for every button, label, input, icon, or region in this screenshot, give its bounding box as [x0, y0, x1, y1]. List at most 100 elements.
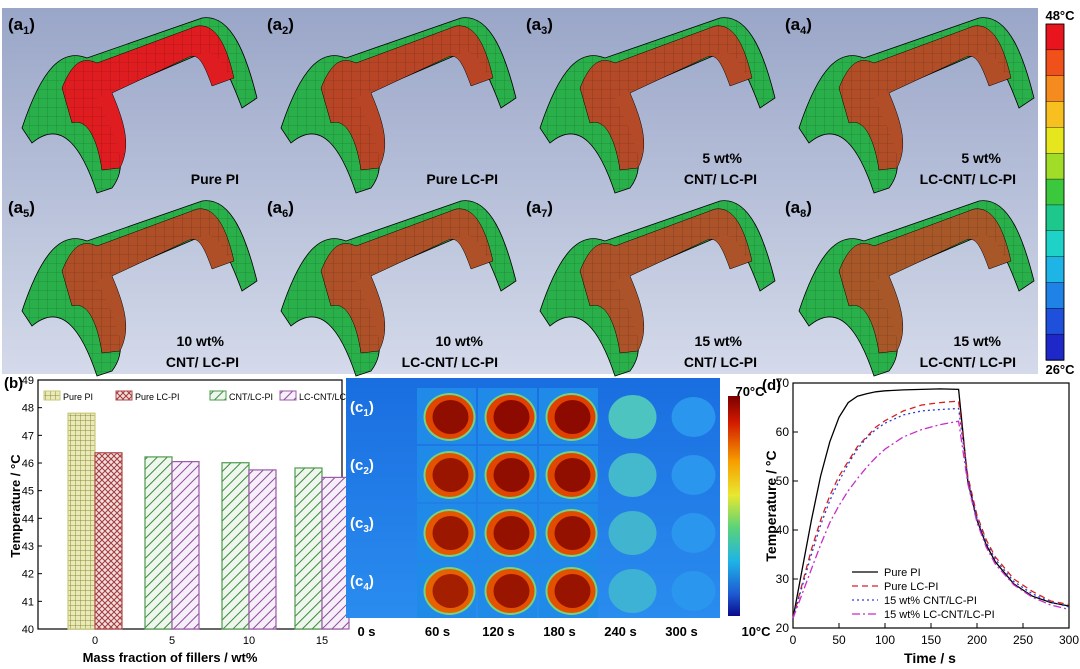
time-label: 60 s — [425, 624, 450, 639]
thermal-spot-core — [432, 458, 469, 492]
bar-b — [248, 469, 277, 630]
colorbar-c-max-label: 70°C — [735, 384, 765, 399]
tile-label-subscript: 5 — [23, 208, 29, 220]
bar-b — [294, 467, 323, 630]
row-label-letter: c — [355, 573, 363, 590]
thermal-spot-core — [554, 400, 591, 434]
y-tick-label-d: 60 — [776, 425, 790, 439]
panel-b-y-axis-label: Temperature / °C — [8, 454, 23, 558]
tile-label-letter: a — [791, 15, 801, 34]
tile-label-paren-open: ( — [8, 15, 14, 34]
shell-mesh — [281, 200, 516, 376]
series-line-d — [792, 388, 1070, 619]
tile-label-letter: a — [14, 198, 24, 217]
x-tick-label-d: 300 — [1059, 633, 1079, 647]
legend-swatch-b — [115, 390, 133, 401]
legend-label-b: LC-CNT/LC-PI — [299, 392, 358, 402]
thermal-spot-faint — [671, 513, 716, 553]
tile-label-paren-close: ) — [288, 15, 294, 34]
tile-caption-line1: 5 wt% — [961, 150, 1001, 166]
row-label-paren-close: ) — [369, 573, 374, 590]
thermal-row-label: (c4) — [350, 573, 374, 593]
row-label-letter: c — [355, 399, 363, 416]
row-label-paren-close: ) — [369, 457, 374, 474]
tile-caption-line1: 10 wt% — [436, 333, 484, 349]
simulation-tile: (a6) 10 wt% LC-CNT/ LC-PI — [267, 198, 517, 377]
y-tick-label-d: 30 — [776, 572, 790, 586]
x-tick-label-d: 200 — [967, 633, 987, 647]
tile-caption-line2: LC-CNT/ LC-PI — [402, 354, 498, 370]
tile-caption-line1: 15 wt% — [695, 333, 743, 349]
row-label-paren-close: ) — [369, 399, 374, 416]
tile-caption-line1: 15 wt% — [954, 333, 1002, 349]
tile-label-paren-open: ( — [785, 15, 791, 34]
panel-d-y-axis-label: Temperature / °C — [763, 450, 779, 561]
tile-label: (a1) — [8, 15, 35, 37]
panel-b-x-axis-label: Mass fraction of fillers / wt% — [83, 650, 258, 665]
x-tick-label-b: 15 — [316, 635, 328, 647]
tile-label-paren-open: ( — [526, 15, 532, 34]
bar-b — [171, 461, 200, 630]
panel-d-x-axis-label: Time / s — [904, 650, 956, 666]
shell-mesh — [799, 17, 1034, 193]
colorbar-a-segment — [1045, 282, 1065, 310]
tile-label: (a3) — [526, 15, 553, 37]
tile-caption-line2: Pure PI — [191, 171, 239, 187]
thermal-spot-faint — [671, 571, 716, 611]
panel-a-colorbar — [1045, 23, 1065, 361]
row-label-paren-open: ( — [350, 457, 355, 474]
y-tick-label-b: 48 — [22, 403, 34, 415]
y-tick-label-b: 43 — [22, 541, 34, 553]
thermal-spot-cool — [608, 453, 657, 497]
legend-label-d: Pure LC-PI — [884, 581, 938, 593]
y-tick-label-b: 42 — [22, 569, 34, 581]
shell-mesh — [540, 17, 775, 193]
row-label-subscript: 1 — [363, 408, 369, 419]
tile-caption-line2: CNT/ LC-PI — [166, 354, 239, 370]
bar-b — [144, 456, 173, 630]
simulation-tile: (a8) 15 wt% LC-CNT/ LC-PI — [785, 198, 1035, 377]
tile-caption-line1: 5 wt% — [702, 150, 742, 166]
simulation-tile: (a5) 10 wt% CNT/ LC-PI — [8, 198, 258, 377]
time-label: 240 s — [604, 624, 637, 639]
shell-mesh — [22, 200, 257, 376]
legend-swatch-b — [279, 390, 297, 401]
tile-label-letter: a — [14, 15, 24, 34]
tile-label-paren-close: ) — [547, 15, 553, 34]
tile-label-paren-open: ( — [785, 198, 791, 217]
tile-label: (a6) — [267, 198, 294, 220]
x-tick-label-d: 50 — [832, 633, 846, 647]
colorbar-a-segment — [1045, 101, 1065, 129]
series-line-d — [792, 400, 1070, 619]
tile-label-paren-close: ) — [806, 15, 812, 34]
colorbar-a-segment — [1045, 308, 1065, 335]
y-tick-label-d: 70 — [776, 376, 790, 390]
shell-mesh — [281, 17, 516, 193]
thermal-row-label: (c1) — [350, 399, 374, 419]
tile-caption-line2: LC-CNT/ LC-PI — [920, 354, 1016, 370]
time-label: 300 s — [665, 624, 698, 639]
tile-label-subscript: 6 — [282, 208, 288, 220]
panel-a-simulation-grid: (a1)Pure PI(a2)Pure LC-PI(a3)5 wt%CNT/ L… — [2, 8, 1075, 377]
thermal-spot-cool — [608, 511, 657, 555]
colorbar-a-segment — [1045, 256, 1065, 284]
tile-label-subscript: 2 — [282, 25, 288, 37]
bar-b — [67, 412, 96, 630]
tile-label-subscript: 3 — [541, 25, 547, 37]
tile-label-paren-close: ) — [806, 198, 812, 217]
thermal-row-label: (c3) — [350, 515, 374, 535]
x-tick-label-d: 150 — [921, 633, 941, 647]
legend-label-d: Pure PI — [884, 567, 921, 579]
tile-label: (a7) — [526, 198, 553, 220]
colorbar-a-segment — [1045, 178, 1065, 206]
thermal-spot-cool — [608, 569, 657, 613]
series-line-d — [792, 407, 1070, 619]
thermal-spot-core — [493, 516, 530, 550]
thermal-spot-core — [493, 458, 530, 492]
tile-label: (a5) — [8, 198, 35, 220]
colorbar-a-frame — [1045, 23, 1065, 361]
thermal-spot-core — [554, 458, 591, 492]
legend-label-b: CNT/LC-PI — [229, 392, 273, 402]
panel-c-colorbar — [728, 396, 740, 616]
